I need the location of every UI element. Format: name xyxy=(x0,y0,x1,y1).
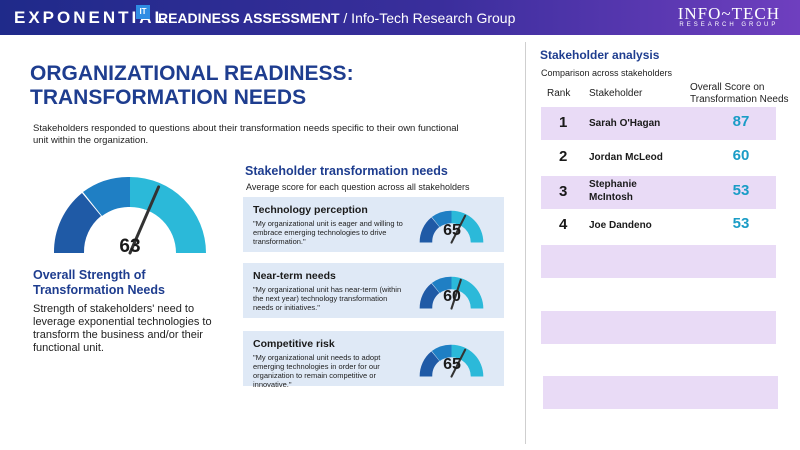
strength-title-line1: Overall Strength of xyxy=(33,268,146,282)
empty-table-row xyxy=(541,245,776,278)
row-stakeholder: Sarah O'Hagan xyxy=(589,118,661,129)
gauge-segment-mid xyxy=(431,344,452,362)
question-gauge xyxy=(419,210,484,244)
gauge-needle xyxy=(450,214,467,244)
header-title-main: READINESS ASSESSMENT xyxy=(158,10,340,26)
needs-title: Stakeholder transformation needs xyxy=(245,164,448,178)
gauge-segment-mid xyxy=(83,176,130,216)
question-text: "My organizational unit is eager and wil… xyxy=(253,219,403,246)
gauge-segment-light xyxy=(451,344,484,377)
gauge-needle xyxy=(128,185,161,255)
row-score: 53 xyxy=(732,215,750,232)
logo-main-text: INFO~TECH xyxy=(677,4,780,23)
strength-title: Overall Strength of Transformation Needs xyxy=(33,268,213,298)
strength-description: Strength of stakeholders' need to levera… xyxy=(33,303,212,354)
col-header-stakeholder: Stakeholder xyxy=(589,88,643,99)
brand-badge: IT xyxy=(136,5,150,19)
question-score: 65 xyxy=(443,222,461,239)
stakeholder-title: Stakeholder analysis xyxy=(540,48,660,62)
question-card-near-term-needs: Near-term needs "My organizational unit … xyxy=(243,263,504,318)
header-bar: EXPONENTIAL IT READINESS ASSESSMENT / In… xyxy=(0,0,800,35)
stakeholder-subtitle: Comparison across stakeholders xyxy=(541,68,673,78)
row-stakeholder: Joe Dandeno xyxy=(589,220,652,231)
row-stakeholder: Stephanie McIntosh xyxy=(589,179,637,203)
page-title: ORGANIZATIONAL READINESS: TRANSFORMATION… xyxy=(30,62,400,110)
empty-table-row xyxy=(541,311,776,344)
overall-gauge xyxy=(53,176,206,255)
infotech-logo: INFO~TECH RESEARCH GROUP xyxy=(678,4,780,28)
gauge-segment-mid xyxy=(431,276,452,294)
gauge-segment-dark xyxy=(419,351,440,377)
row-score: 60 xyxy=(732,147,750,164)
empty-table-row xyxy=(543,376,778,409)
question-title: Technology perception xyxy=(253,204,368,216)
logo-sub-text: RESEARCH GROUP xyxy=(679,22,779,28)
header-title-sub: / Info-Tech Research Group xyxy=(339,10,516,26)
column-divider xyxy=(525,42,526,444)
question-card-technology-perception: Technology perception "My organizational… xyxy=(243,197,504,252)
question-title: Competitive risk xyxy=(253,338,335,350)
question-gauge xyxy=(419,276,484,310)
gauge-segment-dark xyxy=(419,283,440,309)
gauge-needle xyxy=(450,348,467,378)
col-header-score: Overall Score on Transformation Needs xyxy=(690,82,789,105)
brand-name: EXPONENTIAL xyxy=(14,8,168,27)
question-gauge xyxy=(419,344,484,378)
col-header-rank: Rank xyxy=(547,88,571,99)
row-stakeholder: Jordan McLeod xyxy=(589,152,663,163)
question-text: "My organizational unit has near-term (w… xyxy=(253,285,402,312)
gauge-segment-light xyxy=(451,210,484,243)
table-row: 4 Joe Dandeno 53 xyxy=(541,209,776,242)
question-text: "My organizational unit needs to adopt e… xyxy=(253,353,381,389)
question-card-competitive-risk: Competitive risk "My organizational unit… xyxy=(243,331,504,389)
page-title-line1: ORGANIZATIONAL READINESS: xyxy=(30,62,354,85)
page-title-line2: TRANSFORMATION NEEDS xyxy=(30,86,307,109)
row-rank: 4 xyxy=(559,216,568,233)
gauge-segment-dark xyxy=(53,193,101,253)
row-score: 87 xyxy=(732,113,750,130)
row-rank: 2 xyxy=(559,148,568,165)
table-row: 1 Sarah O'Hagan 87 xyxy=(541,107,776,140)
strength-title-line2: Transformation Needs xyxy=(33,283,165,297)
table-row: 3 Stephanie McIntosh 53 xyxy=(541,176,776,209)
overall-score: 63 xyxy=(119,236,141,257)
gauge-segment-light xyxy=(130,177,206,253)
gauge-needle xyxy=(450,278,462,310)
gauge-segment-dark xyxy=(419,217,440,243)
gauge-segment-mid xyxy=(431,210,452,228)
question-score: 65 xyxy=(443,356,461,373)
row-score: 53 xyxy=(732,182,750,199)
row-rank: 3 xyxy=(559,183,568,200)
intro-text: Stakeholders responded to questions abou… xyxy=(33,123,459,146)
question-score: 60 xyxy=(443,288,461,305)
question-title: Near-term needs xyxy=(253,270,336,282)
row-rank: 1 xyxy=(559,114,568,131)
header-title: READINESS ASSESSMENT / Info-Tech Researc… xyxy=(158,10,515,26)
table-row: 2 Jordan McLeod 60 xyxy=(541,141,776,174)
needs-subtitle: Average score for each question across a… xyxy=(246,182,470,192)
